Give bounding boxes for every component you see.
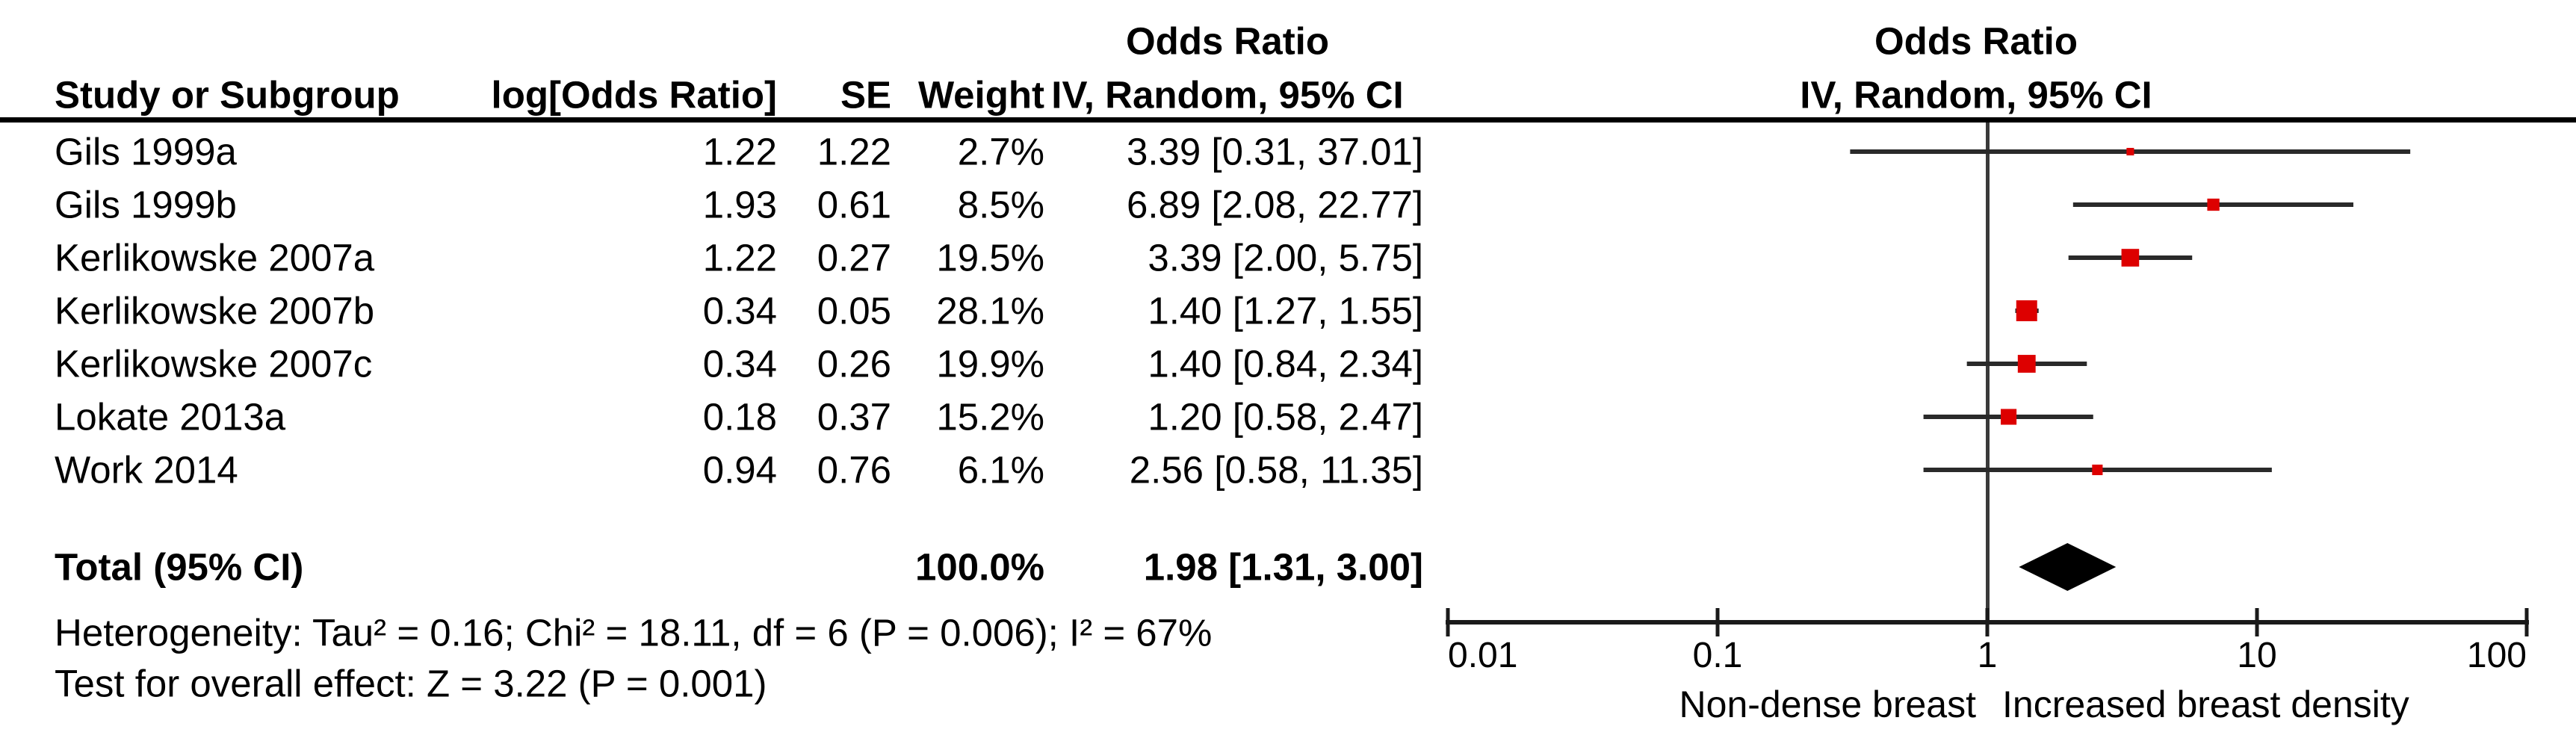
axis-label-left: Non-dense breast <box>1679 684 1976 725</box>
effect-square-2 <box>2121 249 2140 267</box>
row-1-study: Gils 1999b <box>55 183 237 226</box>
x-tick-label-1: 0.1 <box>1693 636 1743 675</box>
or-column-group-title: Odds Ratio <box>1125 19 1330 63</box>
effect-square-4 <box>2017 355 2036 373</box>
effect-square-6 <box>2092 464 2103 476</box>
total-weight: 100.0% <box>915 545 1044 589</box>
header-weight: Weight <box>917 73 1044 117</box>
row-5-se: 0.37 <box>817 395 891 438</box>
row-2-study: Kerlikowske 2007a <box>55 236 375 279</box>
row-3-log-or: 0.34 <box>702 289 777 332</box>
row-6-log-or: 0.94 <box>702 448 777 492</box>
x-tick-label-2: 1 <box>1978 636 1998 675</box>
row-2-or-ci: 3.39 [2.00, 5.75] <box>1148 236 1423 279</box>
row-1-or-ci: 6.89 [2.08, 22.77] <box>1127 183 1423 226</box>
row-3-weight: 28.1% <box>936 289 1044 332</box>
row-1-se: 0.61 <box>817 183 891 226</box>
row-4-se: 0.26 <box>817 342 891 385</box>
header-plot-ci-method: IV, Random, 95% CI <box>1800 73 2152 117</box>
row-0-study: Gils 1999a <box>55 130 237 173</box>
row-4-log-or: 0.34 <box>702 342 777 385</box>
row-4-weight: 19.9% <box>936 342 1044 385</box>
row-0-weight: 2.7% <box>957 130 1044 173</box>
header-log-odds-ratio: log[Odds Ratio] <box>491 73 777 117</box>
row-4-study: Kerlikowske 2007c <box>55 342 373 385</box>
row-5-weight: 15.2% <box>936 395 1044 438</box>
row-0-se: 1.22 <box>817 130 891 173</box>
plot-column-group-title: Odds Ratio <box>1874 19 2078 63</box>
header-study: Study or Subgroup <box>55 73 400 117</box>
total-or-ci: 1.98 [1.31, 3.00] <box>1143 545 1423 589</box>
effect-square-3 <box>2016 300 2037 321</box>
row-6-study: Work 2014 <box>55 448 238 492</box>
x-tick-1 <box>1715 608 1720 636</box>
row-3-or-ci: 1.40 [1.27, 1.55] <box>1148 289 1423 332</box>
row-4-or-ci: 1.40 [0.84, 2.34] <box>1148 342 1423 385</box>
x-tick-3 <box>2255 608 2259 636</box>
row-6-se: 0.76 <box>817 448 891 492</box>
total-diamond <box>2019 543 2117 591</box>
header-rule <box>0 117 2576 123</box>
x-tick-0 <box>1446 608 1450 636</box>
effect-square-5 <box>2001 409 2017 425</box>
header-or-ci-method: IV, Random, 95% CI <box>1051 73 1404 117</box>
row-3-study: Kerlikowske 2007b <box>55 289 375 332</box>
row-1-log-or: 1.93 <box>702 183 777 226</box>
row-0-log-or: 1.22 <box>702 130 777 173</box>
effect-square-1 <box>2207 198 2220 211</box>
row-1-weight: 8.5% <box>957 183 1044 226</box>
x-tick-label-3: 10 <box>2237 636 2276 675</box>
row-6-or-ci: 2.56 [0.58, 11.35] <box>1129 448 1423 492</box>
row-2-weight: 19.5% <box>936 236 1044 279</box>
row-2-log-or: 1.22 <box>702 236 777 279</box>
axis-label-right: Increased breast density <box>2002 684 2409 725</box>
row-5-or-ci: 1.20 [0.58, 2.47] <box>1148 395 1423 438</box>
row-2-se: 0.27 <box>817 236 891 279</box>
header-se: SE <box>840 73 891 117</box>
row-0-or-ci: 3.39 [0.31, 37.01] <box>1127 130 1423 173</box>
row-5-log-or: 0.18 <box>702 395 777 438</box>
heterogeneity-note: Heterogeneity: Tau² = 0.16; Chi² = 18.11… <box>55 611 1213 654</box>
x-tick-label-0: 0.01 <box>1448 636 1517 675</box>
no-effect-line <box>1986 123 1990 622</box>
effect-square-0 <box>2126 147 2134 156</box>
row-5-study: Lokate 2013a <box>55 395 286 438</box>
x-tick-label-4: 100 <box>2467 636 2527 675</box>
row-3-se: 0.05 <box>817 289 891 332</box>
overall-effect-note: Test for overall effect: Z = 3.22 (P = 0… <box>55 662 767 705</box>
x-tick-2 <box>1985 608 1990 636</box>
row-6-weight: 6.1% <box>957 448 1044 492</box>
total-label: Total (95% CI) <box>55 545 304 589</box>
x-tick-4 <box>2524 608 2529 636</box>
